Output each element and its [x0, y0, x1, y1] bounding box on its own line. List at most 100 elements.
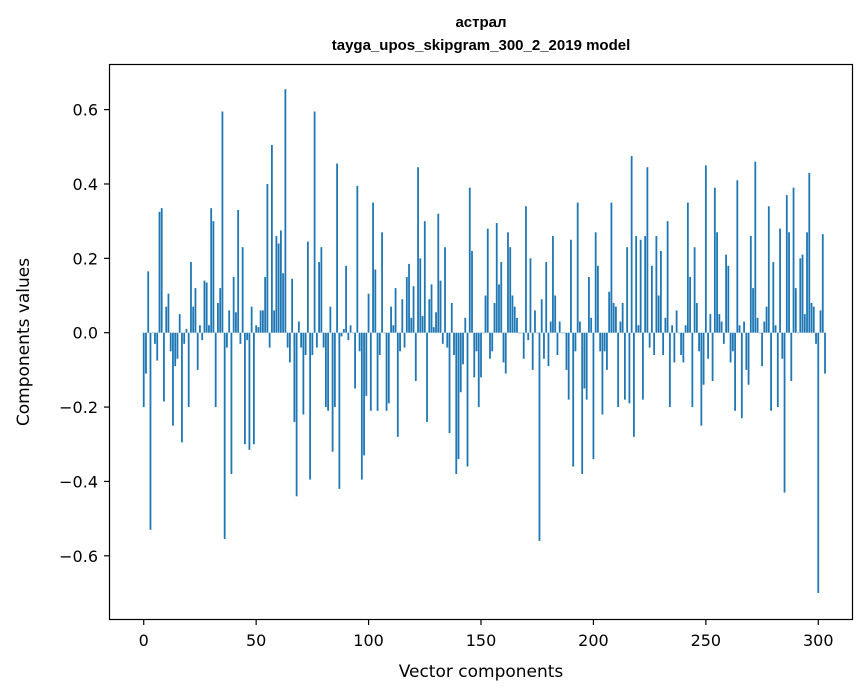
bar: [201, 332, 204, 341]
bar: [653, 332, 656, 356]
bar: [160, 208, 163, 333]
bar: [540, 299, 543, 333]
bar: [435, 312, 437, 333]
chart-title: астрал: [455, 14, 506, 31]
bar: [543, 332, 545, 359]
bar: [410, 317, 413, 333]
bar: [484, 295, 487, 333]
bar: [637, 325, 640, 333]
bar: [226, 332, 228, 348]
bar: [219, 288, 222, 333]
bar: [574, 332, 577, 352]
bar: [810, 302, 813, 333]
bar: [394, 288, 397, 333]
x-tick-label: 50: [246, 631, 266, 650]
bar: [513, 306, 516, 333]
bar: [482, 332, 485, 334]
bar: [181, 332, 183, 443]
bar: [468, 187, 471, 333]
bar: [279, 230, 282, 333]
bar: [700, 332, 703, 426]
bar: [196, 332, 199, 370]
bar: [606, 332, 608, 370]
bar: [734, 332, 736, 411]
bar: [612, 302, 615, 333]
bar: [284, 89, 287, 333]
bar: [693, 247, 696, 333]
bar: [594, 232, 597, 333]
bar: [255, 325, 258, 333]
bar: [378, 332, 381, 356]
bar: [293, 332, 296, 422]
bar: [473, 332, 476, 378]
bar: [736, 180, 739, 333]
bar: [172, 332, 174, 426]
bar: [776, 332, 779, 408]
x-tick-label: 100: [353, 631, 384, 650]
bar: [702, 332, 705, 385]
bar: [648, 332, 651, 348]
bar: [507, 232, 509, 333]
y-tick-label: 0.4: [73, 175, 98, 194]
bar: [313, 111, 316, 333]
bar: [779, 228, 781, 333]
bar: [190, 262, 192, 333]
bar: [749, 236, 752, 333]
bar: [650, 265, 653, 333]
bar: [711, 332, 714, 382]
bar: [738, 325, 741, 333]
bar: [790, 332, 793, 382]
bar: [367, 293, 370, 333]
bar: [338, 332, 341, 489]
bar: [788, 232, 790, 333]
bar: [567, 332, 570, 400]
bar: [309, 332, 312, 480]
bar: [174, 332, 177, 367]
bar: [662, 332, 665, 356]
bar: [641, 332, 644, 400]
bar: [333, 332, 336, 408]
bar: [232, 276, 235, 333]
bar: [430, 284, 433, 333]
bar: [374, 269, 377, 333]
bar: [417, 167, 419, 333]
bar: [680, 332, 683, 356]
bar: [192, 306, 195, 333]
bar: [761, 332, 763, 367]
bar: [727, 265, 730, 333]
bar: [547, 332, 550, 367]
bar: [183, 332, 186, 344]
bar: [372, 202, 374, 333]
bar: [572, 332, 575, 467]
bar: [624, 332, 626, 400]
y-tick-label: 0.2: [73, 249, 98, 268]
bar: [752, 288, 754, 333]
bar: [824, 332, 826, 374]
bar: [558, 321, 561, 333]
bar: [241, 247, 244, 333]
bar: [428, 299, 431, 333]
bar: [257, 327, 260, 333]
bar: [803, 314, 806, 333]
bar: [608, 291, 611, 333]
x-tick-label: 150: [466, 631, 497, 650]
bar: [673, 332, 676, 363]
bar: [718, 314, 721, 333]
bar: [349, 325, 352, 333]
bar: [347, 332, 350, 341]
bar: [529, 258, 532, 333]
bar: [538, 332, 541, 541]
bar: [358, 332, 361, 352]
bar: [747, 332, 750, 385]
bar: [331, 332, 334, 452]
bar: [536, 332, 539, 334]
bar: [253, 332, 255, 445]
bar: [781, 332, 784, 359]
bar: [785, 195, 788, 333]
bar: [441, 332, 444, 344]
y-tick-label: 0.6: [73, 101, 98, 120]
bar: [635, 236, 638, 333]
bar: [217, 302, 219, 333]
bar: [383, 332, 386, 334]
